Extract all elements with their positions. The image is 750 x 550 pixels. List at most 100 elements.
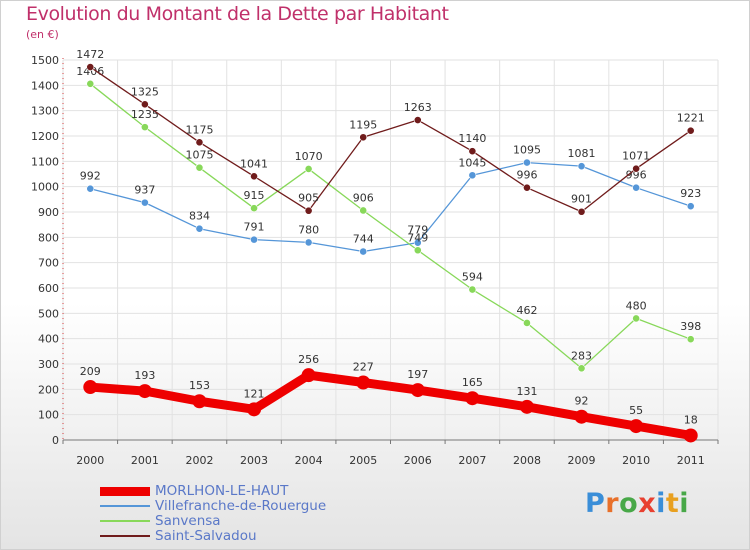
data-label-saint-salvadou: 905	[298, 192, 319, 205]
data-label-sanvensa: 283	[571, 349, 592, 362]
data-label-villefranche-de-rouergue: 744	[353, 233, 374, 246]
y-tick-label: 1100	[31, 155, 59, 168]
data-label-morlhon-le-haut: 131	[516, 385, 537, 398]
x-tick-label: 2005	[349, 454, 377, 467]
legend-label: Saint-Salvadou	[155, 528, 257, 544]
logo-letter: t	[665, 488, 680, 519]
data-point-saint-salvadou	[195, 138, 204, 147]
y-tick-label: 200	[38, 383, 59, 396]
legend-label: Sanvensa	[155, 513, 221, 529]
data-label-sanvensa: 1235	[131, 108, 159, 121]
x-tick-label: 2007	[458, 454, 486, 467]
unit-label: (en €)	[26, 28, 59, 41]
data-label-villefranche-de-rouergue: 1045	[458, 156, 486, 169]
data-point-villefranche-de-rouergue	[413, 238, 422, 247]
data-point-sanvensa	[523, 319, 531, 327]
proxiti-logo: Proxiti	[585, 488, 689, 519]
y-tick-label: 500	[38, 307, 59, 320]
data-point-saint-salvadou	[468, 147, 477, 156]
data-point-villefranche-de-rouergue	[250, 235, 258, 244]
data-point-saint-salvadou	[359, 133, 368, 142]
series-line-saint-salvadou	[89, 66, 692, 213]
data-label-morlhon-le-haut: 227	[353, 360, 374, 373]
logo-letter: i	[679, 488, 690, 519]
x-tick-label: 2011	[677, 454, 705, 467]
data-label-saint-salvadou: 1221	[677, 112, 705, 125]
line-chart: 0 100 200 300 400 500 600 700 800 900 1000 1100 1200…	[31, 48, 719, 467]
x-tick-label: 2002	[185, 454, 213, 467]
data-point-sanvensa	[413, 246, 422, 255]
data-point-morlhon-le-haut	[137, 384, 152, 399]
data-label-villefranche-de-rouergue: 996	[626, 169, 647, 182]
data-point-morlhon-le-haut	[83, 380, 98, 395]
data-point-sanvensa	[86, 79, 95, 88]
legend-swatch	[100, 535, 150, 537]
data-label-morlhon-le-haut: 121	[244, 387, 265, 400]
data-label-villefranche-de-rouergue: 992	[80, 170, 101, 183]
data-label-saint-salvadou: 901	[571, 193, 592, 206]
y-tick-label: 1000	[31, 181, 59, 194]
data-label-saint-salvadou: 1472	[76, 48, 104, 61]
data-label-morlhon-le-haut: 209	[80, 365, 101, 378]
data-label-saint-salvadou: 1140	[458, 132, 486, 145]
data-label-morlhon-le-haut: 165	[462, 376, 483, 389]
data-label-sanvensa: 480	[626, 299, 647, 312]
data-label-villefranche-de-rouergue: 1081	[568, 147, 596, 160]
data-label-villefranche-de-rouergue: 937	[134, 184, 155, 197]
data-label-saint-salvadou: 1175	[185, 123, 213, 136]
data-label-morlhon-le-haut: 18	[684, 413, 698, 426]
data-point-villefranche-de-rouergue	[577, 162, 586, 171]
legend-swatch	[100, 486, 150, 496]
data-point-sanvensa	[359, 206, 368, 215]
data-point-villefranche-de-rouergue	[140, 198, 149, 207]
data-point-sanvensa	[250, 204, 258, 213]
data-label-morlhon-le-haut: 55	[629, 404, 643, 417]
legend-label: Villefranche-de-Rouergue	[155, 498, 327, 514]
data-point-saint-salvadou	[86, 63, 95, 71]
data-point-saint-salvadou	[304, 206, 313, 215]
y-tick-label: 100	[38, 409, 59, 422]
logo-letter: i	[656, 488, 666, 519]
y-tick-label: 400	[38, 333, 59, 346]
legend-label: MORLHON-LE-HAUT	[155, 483, 289, 499]
data-point-saint-salvadou	[413, 116, 422, 124]
data-label-saint-salvadou: 1325	[131, 85, 159, 98]
data-point-saint-salvadou	[632, 164, 641, 173]
series-line-sanvensa	[89, 83, 692, 369]
data-point-villefranche-de-rouergue	[468, 171, 477, 180]
legend: MORLHON-LE-HAUT Villefranche-de-Rouergue S…	[100, 484, 400, 544]
data-label-villefranche-de-rouergue: 923	[680, 187, 701, 200]
data-point-sanvensa	[304, 165, 313, 173]
legend-item-morlhon-le-haut: MORLHON-LE-HAUT	[100, 484, 400, 499]
data-label-villefranche-de-rouergue: 791	[244, 221, 265, 234]
data-point-morlhon-le-haut	[629, 419, 644, 434]
data-label-saint-salvadou: 1041	[240, 157, 268, 170]
data-label-villefranche-de-rouergue: 780	[298, 223, 319, 236]
logo-letter: o	[619, 488, 639, 519]
logo-letter: P	[585, 488, 606, 519]
data-point-morlhon-le-haut	[574, 409, 589, 424]
data-label-saint-salvadou: 996	[516, 169, 537, 182]
data-label-morlhon-le-haut: 153	[189, 379, 210, 392]
data-point-saint-salvadou	[250, 172, 258, 181]
data-label-morlhon-le-haut: 193	[134, 369, 155, 382]
y-tick-label: 0	[52, 434, 59, 447]
data-label-sanvensa: 915	[244, 189, 265, 202]
data-point-sanvensa	[140, 123, 149, 132]
data-label-sanvensa: 906	[353, 191, 374, 204]
data-point-morlhon-le-haut	[301, 368, 316, 383]
x-tick-label: 2010	[622, 454, 650, 467]
data-label-villefranche-de-rouergue: 834	[189, 210, 210, 223]
legend-swatch	[100, 505, 150, 507]
data-point-villefranche-de-rouergue	[359, 247, 368, 256]
data-point-morlhon-le-haut	[192, 394, 207, 409]
data-point-saint-salvadou	[577, 207, 586, 216]
data-label-sanvensa: 398	[680, 320, 701, 333]
y-tick-label: 1200	[31, 130, 59, 143]
legend-item-villefranche-de-rouergue: Villefranche-de-Rouergue	[100, 499, 400, 514]
data-point-morlhon-le-haut	[410, 383, 425, 398]
data-point-villefranche-de-rouergue	[195, 224, 204, 233]
data-point-sanvensa	[195, 163, 204, 172]
data-label-sanvensa: 749	[407, 231, 428, 244]
x-tick-label: 2003	[240, 454, 268, 467]
